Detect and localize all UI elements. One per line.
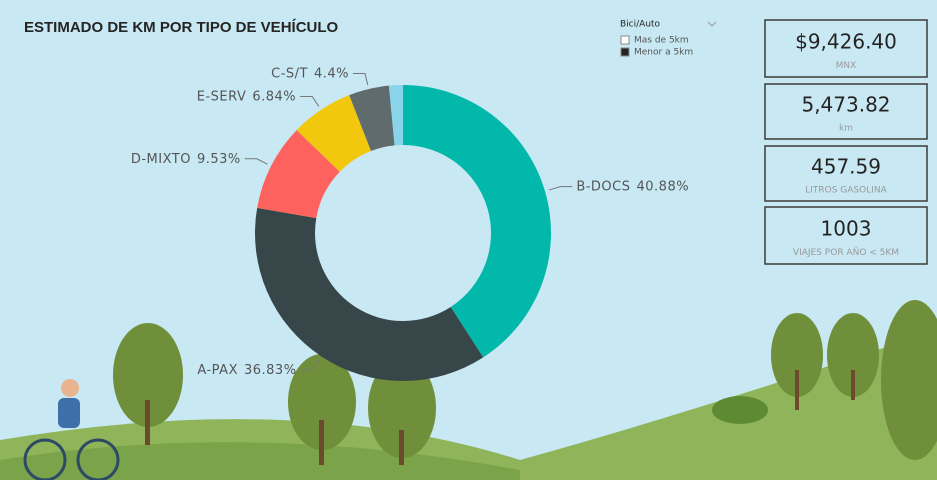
scenery: [0, 300, 937, 480]
label-value: 6.84%: [252, 89, 296, 104]
leader-line: [548, 186, 573, 191]
data-label: C-S/T 4.4%: [271, 66, 349, 81]
card-label: VIAJES POR AÑO < 5KM: [793, 247, 899, 258]
leader-line: [300, 359, 320, 371]
card-label: km: [839, 124, 853, 134]
donut-slice[interactable]: [349, 85, 395, 152]
label-value: 9.53%: [197, 151, 241, 166]
checkbox[interactable]: [620, 47, 630, 57]
label-value: 4.4%: [314, 66, 349, 81]
checkbox[interactable]: [620, 35, 630, 45]
leader-line: [353, 72, 369, 86]
filter-option[interactable]: Mas de 5km: [634, 36, 689, 46]
card: [764, 19, 928, 78]
card-value: $9,426.40: [795, 29, 897, 53]
label-category: E-SERV: [197, 89, 247, 104]
leader-line: [300, 95, 320, 107]
filter-title: Bici/Auto: [620, 20, 661, 30]
card-value: 1003: [821, 216, 872, 240]
cards: $9,426.40 MNX 5,473.82 km 457.59 LITROS GASOL…: [764, 19, 928, 265]
donut-slice[interactable]: [296, 95, 372, 172]
chart-title: ESTIMADO DE KM POR TIPO DE VEHÍCULO: [24, 19, 339, 36]
card: [764, 83, 928, 140]
data-label: E-SERV 6.84%: [197, 89, 296, 104]
label-category: A-PAX: [197, 362, 238, 377]
label-value: 36.83%: [244, 362, 297, 377]
data-label: D-MIXTO 9.53%: [131, 151, 241, 166]
donut-slice[interactable]: [388, 85, 403, 146]
donut-chart: B-DOCS 40.88% A-PAX 36.83% D-MIXTO 9.53% E-SER…: [131, 66, 689, 382]
label-category: C-S/T: [271, 66, 308, 81]
dropdown-icon[interactable]: [707, 21, 717, 27]
donut-slice[interactable]: [255, 207, 484, 382]
label-value: 40.88%: [637, 179, 690, 194]
card: [764, 206, 928, 265]
filter: Bici/Auto Mas de 5km Menor a 5km: [620, 20, 717, 58]
label-category: D-MIXTO: [131, 151, 191, 166]
card-label: MNX: [836, 61, 857, 71]
card-label: LITROS GASOLINA: [805, 186, 887, 196]
card: [764, 145, 928, 202]
donut-slice[interactable]: [403, 85, 552, 358]
leader-line: [244, 158, 268, 165]
card-value: 5,473.82: [801, 93, 890, 117]
filter-option[interactable]: Menor a 5km: [634, 48, 693, 58]
donut-slice[interactable]: [257, 130, 340, 219]
data-label: A-PAX 36.83%: [197, 362, 296, 377]
label-category: B-DOCS: [576, 179, 630, 194]
data-label: B-DOCS 40.88%: [576, 179, 689, 194]
card-value: 457.59: [811, 155, 881, 179]
